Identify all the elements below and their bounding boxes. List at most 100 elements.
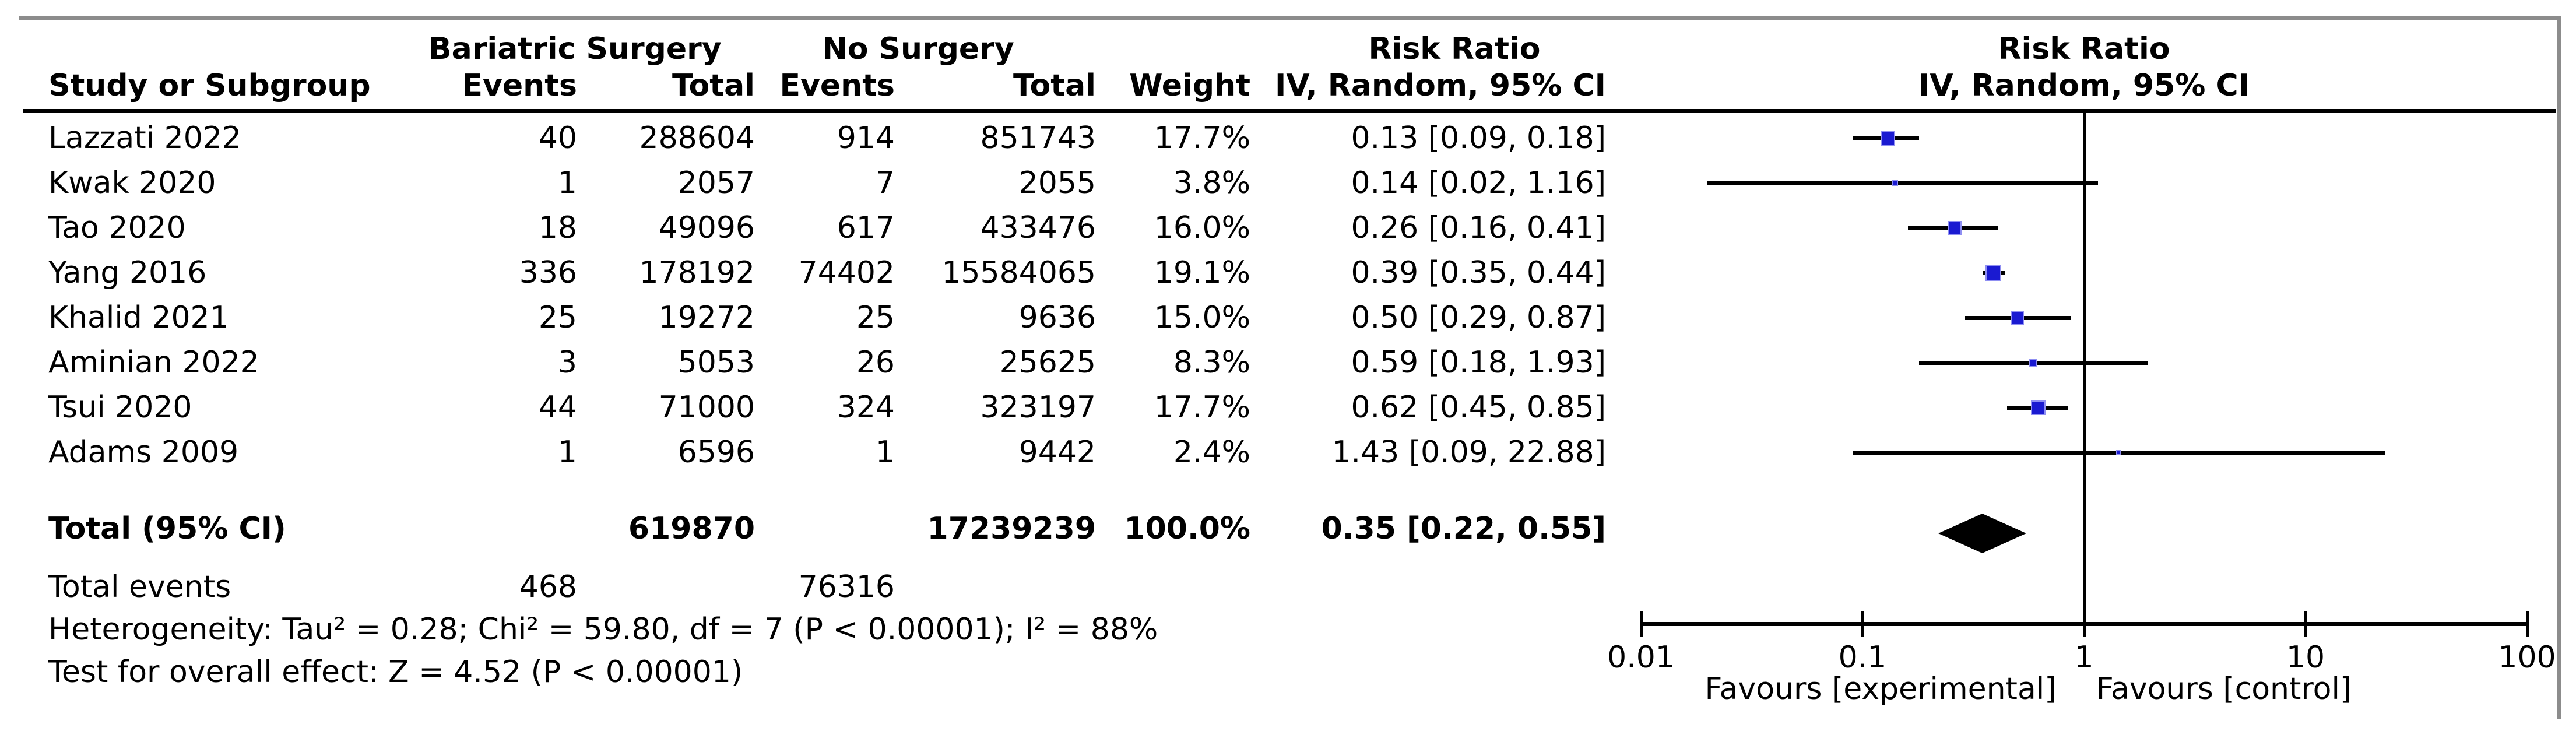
null-effect-line xyxy=(2083,113,2086,624)
ns-events-cell: 914 xyxy=(837,121,895,156)
axis-tick-label: 10 xyxy=(2286,640,2325,675)
ns-events-cell: 26 xyxy=(856,345,895,380)
ns-events-cell: 74402 xyxy=(798,255,895,290)
risk-ratio-cell: 0.13 [0.09, 0.18] xyxy=(1351,121,1606,156)
ns-total-cell: 17239239 xyxy=(927,511,1096,546)
axis-tick-label: 100 xyxy=(2498,640,2556,675)
col-header-events2: Events xyxy=(779,68,895,103)
ns-total-cell: 9636 xyxy=(1018,300,1096,335)
risk-ratio-cell: 0.35 [0.22, 0.55] xyxy=(1321,511,1606,546)
bs-events-cell: 336 xyxy=(519,255,577,290)
effect-marker xyxy=(1892,180,1898,186)
total-label: Total (95% CI) xyxy=(48,511,286,546)
axis-tick xyxy=(2083,611,2086,637)
total-events-group1: 468 xyxy=(519,570,577,605)
risk-ratio-cell: 0.39 [0.35, 0.44] xyxy=(1351,255,1606,290)
total-events-label: Total events xyxy=(48,570,231,605)
bs-events-cell: 25 xyxy=(538,300,577,335)
ns-total-cell: 323197 xyxy=(980,390,1096,425)
risk-ratio-cell: 0.14 [0.02, 1.16] xyxy=(1351,166,1606,201)
axis-tick-label: 0.01 xyxy=(1607,640,1675,675)
risk-ratio-cell: 0.62 [0.45, 0.85] xyxy=(1351,390,1606,425)
total-events-group2: 76316 xyxy=(798,570,895,605)
col-header-group2: No Surgery xyxy=(822,31,1014,66)
bs-events-cell: 44 xyxy=(538,390,577,425)
study-name: Tao 2020 xyxy=(48,210,186,245)
bs-total-cell: 5053 xyxy=(677,345,755,380)
study-name: Aminian 2022 xyxy=(48,345,259,380)
col-header-group1: Bariatric Surgery xyxy=(428,31,722,66)
weight-cell: 8.3% xyxy=(1173,345,1250,380)
bs-total-cell: 19272 xyxy=(658,300,755,335)
risk-ratio-cell: 0.26 [0.16, 0.41] xyxy=(1351,210,1606,245)
bs-total-cell: 71000 xyxy=(658,390,755,425)
ns-total-cell: 25625 xyxy=(999,345,1096,380)
weight-cell: 17.7% xyxy=(1154,121,1250,156)
col-header-study: Study or Subgroup xyxy=(48,68,371,103)
ns-events-cell: 324 xyxy=(837,390,895,425)
col-header-events1: Events xyxy=(462,68,577,103)
ns-events-cell: 1 xyxy=(875,435,895,470)
col-header-weight: Weight xyxy=(1129,68,1250,103)
col-header-method-ci-left: IV, Random, 95% CI xyxy=(1275,68,1606,103)
bs-events-cell: 3 xyxy=(557,345,577,380)
risk-ratio-cell: 1.43 [0.09, 22.88] xyxy=(1331,435,1606,470)
col-header-total2: Total xyxy=(1013,68,1096,103)
study-name: Adams 2009 xyxy=(48,435,239,470)
weight-cell: 19.1% xyxy=(1154,255,1250,290)
study-name: Tsui 2020 xyxy=(48,390,192,425)
col-header-method-ci-right: IV, Random, 95% CI xyxy=(1918,68,2250,103)
favours-right-label: Favours [control] xyxy=(2096,672,2352,707)
bs-total-cell: 6596 xyxy=(677,435,755,470)
weight-cell: 17.7% xyxy=(1154,390,1250,425)
weight-cell: 3.8% xyxy=(1173,166,1250,201)
risk-ratio-cell: 0.59 [0.18, 1.93] xyxy=(1351,345,1606,380)
summary-diamond xyxy=(1938,514,2026,553)
ns-events-cell: 7 xyxy=(875,166,895,201)
ns-events-cell: 25 xyxy=(856,300,895,335)
ns-total-cell: 9442 xyxy=(1018,435,1096,470)
effect-marker xyxy=(2011,311,2024,325)
bs-events-cell: 40 xyxy=(538,121,577,156)
top-border xyxy=(19,16,2561,20)
header-separator-line xyxy=(23,109,2556,113)
weight-cell: 16.0% xyxy=(1154,210,1250,245)
axis-tick xyxy=(2526,611,2529,637)
study-name: Lazzati 2022 xyxy=(48,121,241,156)
bs-total-cell: 49096 xyxy=(658,210,755,245)
weight-cell: 2.4% xyxy=(1173,435,1250,470)
bs-total-cell: 178192 xyxy=(639,255,755,290)
col-header-risk-ratio-right: Risk Ratio xyxy=(1998,31,2170,66)
weight-cell: 15.0% xyxy=(1154,300,1250,335)
ns-total-cell: 15584065 xyxy=(941,255,1096,290)
right-border xyxy=(2557,16,2561,719)
weight-cell: 100.0% xyxy=(1124,511,1250,546)
ns-total-cell: 851743 xyxy=(980,121,1096,156)
axis-tick-label: 0.1 xyxy=(1838,640,1887,675)
ns-events-cell: 617 xyxy=(837,210,895,245)
risk-ratio-cell: 0.50 [0.29, 0.87] xyxy=(1351,300,1606,335)
axis-tick xyxy=(2304,611,2307,637)
bs-total-cell: 2057 xyxy=(677,166,755,201)
bs-total-cell: 619870 xyxy=(628,511,755,546)
ci-line xyxy=(1707,181,2098,185)
study-name: Khalid 2021 xyxy=(48,300,229,335)
study-name: Yang 2016 xyxy=(48,255,207,290)
ns-total-cell: 2055 xyxy=(1018,166,1096,201)
study-name: Kwak 2020 xyxy=(48,166,216,201)
effect-marker xyxy=(1948,221,1962,235)
overall-effect-text: Test for overall effect: Z = 4.52 (P < 0… xyxy=(48,655,743,690)
axis-tick-label: 1 xyxy=(2074,640,2094,675)
axis-tick xyxy=(1640,611,1643,637)
axis-tick xyxy=(1861,611,1864,637)
heterogeneity-text: Heterogeneity: Tau² = 0.28; Chi² = 59.80… xyxy=(48,612,1158,647)
col-header-total1: Total xyxy=(672,68,755,103)
col-header-risk-ratio-left: Risk Ratio xyxy=(1368,31,1541,66)
effect-marker xyxy=(2031,400,2046,415)
effect-marker xyxy=(2116,450,2121,455)
ns-total-cell: 433476 xyxy=(980,210,1096,245)
effect-marker xyxy=(1881,131,1895,146)
bs-total-cell: 288604 xyxy=(639,121,755,156)
effect-marker xyxy=(2029,359,2037,367)
